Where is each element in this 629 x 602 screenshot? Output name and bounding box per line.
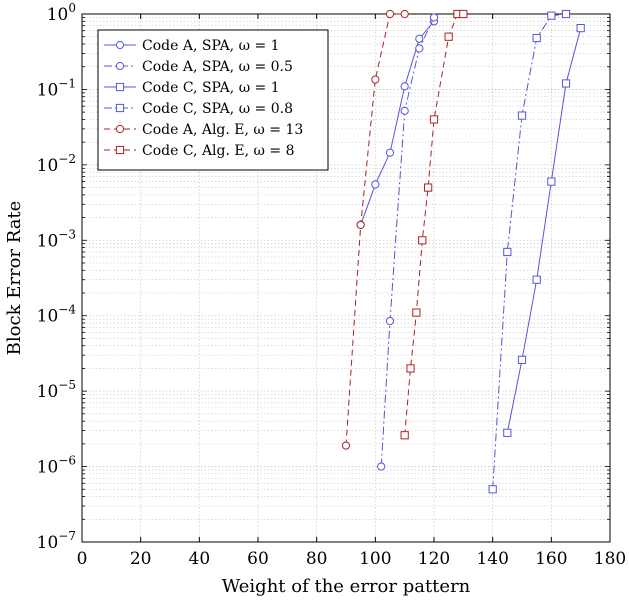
- series-4: [488, 9, 571, 494]
- data-point: [503, 247, 512, 257]
- series-line: [360, 20, 435, 226]
- series-3: [503, 24, 585, 437]
- legend-label: Code C, Alg. E, ω = 8: [142, 143, 294, 159]
- data-point: [412, 308, 421, 317]
- data-point: [400, 431, 409, 440]
- data-point: [415, 34, 424, 43]
- legend-entry-2: Code A, SPA, ω = 0.5: [104, 59, 293, 75]
- x-tick-label: 100: [359, 549, 391, 569]
- series-6: [400, 9, 468, 440]
- data-point: [503, 428, 512, 437]
- legend-marker: [115, 40, 125, 50]
- x-tick-label: 140: [476, 549, 508, 569]
- axis-ticks: [81, 14, 611, 543]
- legend-label: Code C, SPA, ω = 1: [142, 80, 280, 96]
- y-tick-labels: 10−7 10−6 10−5 10−4 10−3 10−2 10−1 100: [37, 1, 77, 553]
- data-point: [371, 180, 380, 189]
- series-1: [356, 17, 439, 229]
- x-tick-label: 80: [306, 549, 328, 569]
- data-point: [385, 148, 395, 157]
- legend-label: Code C, SPA, ω = 0.8: [142, 101, 293, 117]
- data-point: [459, 9, 468, 19]
- x-tick-label: 120: [418, 549, 450, 569]
- series-5: [341, 9, 409, 450]
- legend-marker: [115, 82, 125, 92]
- y-axis-label: Block Error Rate: [4, 201, 25, 356]
- data-point: [400, 106, 409, 115]
- series-lines: [341, 9, 585, 494]
- data-point: [356, 220, 365, 229]
- x-tick-labels: 0 20 40 60 80 100 120 140 160 180: [77, 549, 627, 569]
- y-tick-label: 10−6: [37, 454, 76, 478]
- data-point: [576, 24, 585, 33]
- data-point: [547, 177, 556, 186]
- legend-marker: [115, 124, 125, 134]
- x-tick-label: 40: [189, 549, 211, 569]
- y-tick-label: 10−3: [37, 227, 76, 251]
- x-tick-label: 60: [247, 549, 269, 569]
- x-tick-label: 0: [77, 549, 88, 569]
- y-tick-label: 10−4: [37, 303, 77, 327]
- legend-entry-6: Code C, Alg. E, ω = 8: [104, 143, 294, 159]
- data-point: [517, 111, 527, 120]
- data-point: [406, 364, 415, 373]
- x-tick-label: 180: [594, 549, 626, 569]
- legend-label: Code A, SPA, ω = 0.5: [142, 59, 293, 75]
- data-point: [532, 275, 541, 284]
- legend-marker: [115, 145, 125, 155]
- data-point: [429, 13, 439, 22]
- plot-frame: [81, 13, 611, 543]
- x-tick-label: 160: [535, 549, 567, 569]
- data-point: [561, 79, 571, 88]
- data-point: [400, 82, 409, 91]
- series-2: [377, 13, 439, 471]
- legend-marker: [115, 61, 125, 71]
- x-tick-label: 20: [130, 549, 152, 569]
- y-tick-label: 10−7: [37, 529, 76, 553]
- legend-box: [97, 29, 329, 171]
- data-point: [418, 236, 427, 245]
- x-axis-label: Weight of the error pattern: [222, 576, 471, 597]
- data-point: [341, 441, 351, 450]
- series-line: [506, 27, 582, 433]
- legend-entry-3: Code C, SPA, ω = 1: [104, 80, 280, 96]
- data-point: [424, 183, 433, 192]
- y-tick-label: 10−2: [37, 152, 76, 176]
- data-point: [415, 44, 424, 53]
- data-point: [488, 485, 497, 494]
- data-point: [561, 9, 571, 19]
- legend-entry-4: Code C, SPA, ω = 0.8: [104, 101, 293, 117]
- legend-label: Code A, SPA, ω = 1: [142, 38, 280, 54]
- data-point: [429, 115, 439, 124]
- data-point: [371, 75, 380, 84]
- legend: Code A, SPA, ω = 1 Code A, SPA, ω = 0.5 Co…: [97, 29, 329, 171]
- legend-marker: [115, 103, 125, 113]
- series-line: [404, 13, 464, 436]
- y-tick-label: 100: [47, 1, 76, 25]
- data-point: [517, 355, 527, 364]
- data-point: [444, 32, 453, 41]
- data-point: [385, 9, 395, 19]
- legend-entry-5: Code A, Alg. E, ω = 13: [104, 122, 303, 138]
- legend-label: Code A, Alg. E, ω = 13: [142, 122, 303, 138]
- legend-entry-1: Code A, SPA, ω = 1: [104, 38, 280, 54]
- data-point: [385, 316, 395, 326]
- data-point: [400, 9, 409, 19]
- data-point: [532, 33, 541, 43]
- y-tick-label: 10−1: [37, 76, 76, 100]
- data-point: [377, 462, 386, 471]
- y-tick-label: 10−5: [37, 378, 76, 402]
- data-point: [547, 11, 556, 20]
